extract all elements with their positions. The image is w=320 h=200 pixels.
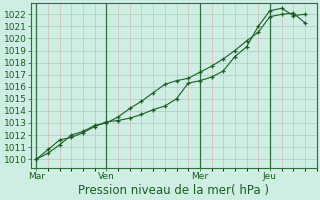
X-axis label: Pression niveau de la mer( hPa ): Pression niveau de la mer( hPa ) (78, 184, 269, 197)
